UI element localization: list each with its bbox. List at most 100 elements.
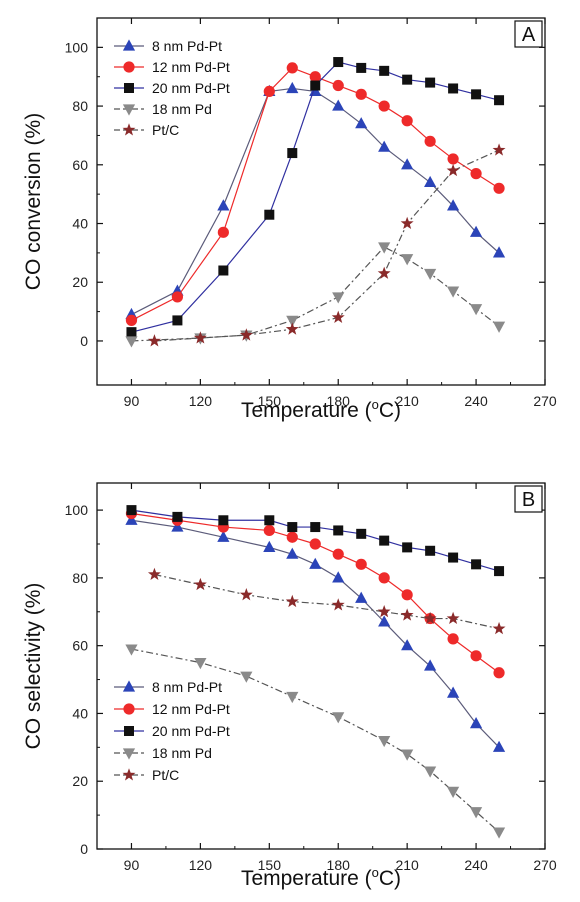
data-point	[492, 827, 506, 839]
data-point	[285, 594, 299, 608]
data-point	[310, 80, 321, 91]
x-axis-label-unit: C)	[379, 399, 401, 422]
data-point	[125, 314, 138, 327]
x-tick-label: 240	[464, 393, 488, 409]
data-point	[377, 604, 391, 618]
data-point	[218, 515, 229, 526]
data-point	[126, 505, 137, 516]
data-point	[401, 115, 413, 127]
data-point	[400, 216, 414, 230]
data-point	[332, 292, 345, 304]
data-point	[147, 334, 161, 347]
data-point	[378, 140, 391, 152]
data-point	[447, 286, 460, 298]
legend-label: 12 nm Pd-Pt	[152, 59, 230, 75]
data-point	[469, 304, 483, 316]
data-point	[492, 740, 506, 752]
data-point	[446, 611, 460, 625]
y-tick-label: 80	[72, 570, 88, 586]
data-point	[448, 552, 459, 563]
legend-marker	[122, 768, 136, 781]
data-point	[333, 525, 344, 536]
x-tick-label: 240	[464, 857, 488, 873]
series-8-nm-pd-pt	[125, 513, 506, 752]
data-point	[217, 226, 229, 238]
data-point	[263, 85, 275, 97]
data-point	[147, 567, 161, 580]
series-line	[154, 149, 500, 342]
data-point	[469, 225, 483, 237]
data-point	[264, 515, 275, 526]
data-point	[378, 572, 390, 584]
x-axis-label-main: Temperature (	[241, 399, 372, 422]
data-point	[401, 254, 414, 266]
data-point	[401, 158, 414, 170]
y-axis-label: CO conversion (%)	[22, 113, 45, 290]
data-point	[239, 328, 253, 341]
data-point	[287, 522, 298, 533]
data-point	[125, 513, 138, 525]
data-point	[378, 100, 390, 112]
data-point	[239, 588, 253, 601]
data-point	[263, 524, 275, 537]
data-point	[425, 545, 436, 556]
legend-label: 20 nm Pd-Pt	[152, 80, 230, 96]
data-point	[424, 135, 436, 147]
legend-label: 20 nm Pd-Pt	[152, 723, 230, 739]
data-point	[331, 598, 345, 611]
x-tick-label: 90	[124, 857, 140, 873]
data-point	[494, 566, 505, 577]
legend-marker	[122, 104, 136, 116]
data-point	[172, 315, 183, 326]
legend-label: Pt/C	[152, 122, 179, 138]
legend-label: 18 nm Pd	[152, 101, 212, 117]
legend-marker	[122, 39, 136, 51]
x-tick-label: 150	[258, 393, 282, 409]
data-point	[401, 589, 413, 601]
x-tick-label: 180	[327, 393, 351, 409]
legend-marker	[122, 680, 136, 692]
x-axis-label: Temperature (oC)	[241, 865, 401, 890]
x-tick-label: 120	[189, 393, 213, 409]
x-tick-label: 180	[327, 857, 351, 873]
data-point	[286, 315, 299, 328]
data-point	[469, 807, 483, 819]
data-point	[355, 117, 368, 129]
series-pt-c	[147, 143, 506, 347]
series-line	[131, 512, 500, 674]
data-point	[287, 148, 298, 159]
data-point	[240, 671, 253, 683]
y-tick-label: 40	[72, 216, 88, 232]
data-point	[493, 667, 505, 679]
data-point	[447, 199, 460, 211]
data-point	[378, 735, 391, 748]
x-axis-label-unit: C)	[379, 867, 401, 890]
data-point	[193, 577, 207, 591]
data-point	[492, 246, 506, 258]
data-point	[447, 686, 460, 698]
data-point	[377, 266, 391, 279]
data-point	[263, 540, 276, 552]
data-point	[402, 542, 413, 553]
data-point	[356, 528, 367, 539]
data-point	[309, 538, 321, 550]
data-point	[378, 242, 391, 254]
panel-letter: B	[522, 489, 535, 511]
series-line	[131, 246, 500, 342]
x-tick-label: 210	[395, 393, 419, 409]
x-tick-label: 120	[189, 857, 213, 873]
data-point	[469, 717, 483, 729]
data-point	[171, 520, 184, 532]
data-point	[193, 331, 207, 344]
data-point	[194, 658, 207, 670]
x-tick-label: 270	[533, 393, 557, 409]
panel-letter-box	[514, 20, 543, 48]
panel-b-selectivity-chart: 90 120 150 180 210 240 270 0 20 40 60 80 100 Temperat…	[22, 482, 557, 890]
legend-label: 8 nm Pd-Pt	[152, 38, 222, 54]
data-point	[332, 79, 344, 92]
data-point	[217, 530, 230, 542]
series-line	[131, 648, 500, 833]
legend-marker	[123, 703, 135, 715]
data-point	[470, 168, 482, 180]
